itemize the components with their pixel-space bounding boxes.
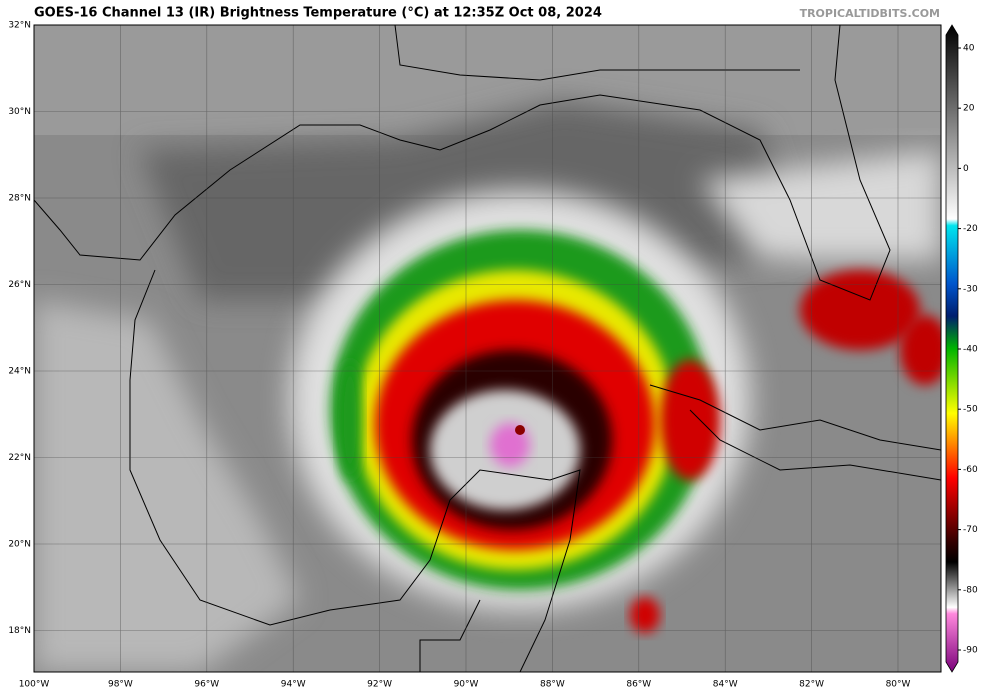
colorbar-tick-label: -40: [963, 345, 978, 355]
lat-label: 32°N: [8, 21, 31, 31]
lat-label: 20°N: [8, 540, 31, 550]
lon-label: 90°W: [454, 680, 479, 690]
colorbar-tick-label: -20: [963, 224, 978, 234]
satellite-image: [34, 25, 941, 672]
lat-label: 22°N: [8, 453, 31, 463]
lat-label: 28°N: [8, 194, 31, 204]
lon-label: 94°W: [281, 680, 306, 690]
colorbar-tick-label: 0: [963, 164, 969, 174]
colorbar: [945, 24, 959, 673]
lon-label: 100°W: [19, 680, 50, 690]
lon-label: 84°W: [713, 680, 738, 690]
lon-label: 80°W: [886, 680, 911, 690]
lon-label: 88°W: [540, 680, 565, 690]
lat-label: 30°N: [8, 107, 31, 117]
title: GOES-16 Channel 13 (IR) Brightness Tempe…: [34, 6, 602, 21]
lat-label: 18°N: [8, 626, 31, 636]
lat-label: 26°N: [8, 280, 31, 290]
lon-label: 86°W: [626, 680, 651, 690]
lon-label: 82°W: [799, 680, 824, 690]
colorbar-tick-label: -60: [963, 465, 978, 475]
colorbar-tick-label: -30: [963, 284, 978, 294]
colorbar-tick-label: -50: [963, 405, 978, 415]
colorbar-tick-label: -80: [963, 585, 978, 595]
colorbar-tick-label: 40: [963, 44, 975, 54]
lon-label: 92°W: [367, 680, 392, 690]
lat-label: 24°N: [8, 367, 31, 377]
credit: TROPICALTIDBITS.COM: [800, 7, 940, 20]
colorbar-tick-label: -90: [963, 646, 978, 656]
map-frame: [33, 24, 942, 673]
colorbar-tick-label: 20: [963, 104, 975, 114]
lon-label: 96°W: [194, 680, 219, 690]
colorbar-tick-label: -70: [963, 525, 978, 535]
lon-label: 98°W: [108, 680, 133, 690]
